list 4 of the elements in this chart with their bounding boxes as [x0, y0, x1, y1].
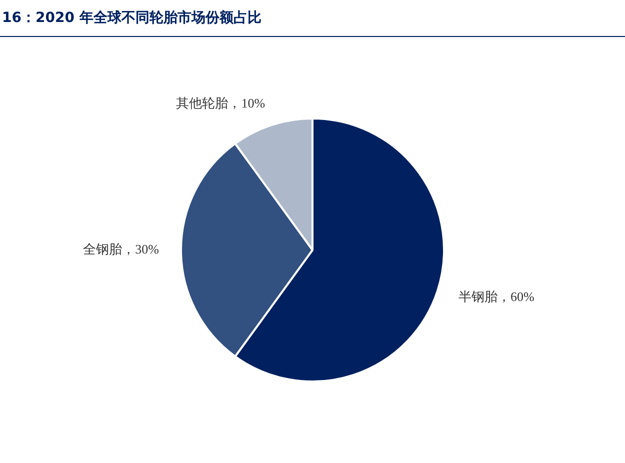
slice-label: 全钢胎，30% [83, 241, 160, 256]
slice-label: 半钢胎，60% [458, 288, 534, 304]
slice-label: 其他轮胎，10% [176, 95, 266, 110]
chart-title: 16：2020 年全球不同轮胎市场份额占比 [0, 0, 625, 37]
